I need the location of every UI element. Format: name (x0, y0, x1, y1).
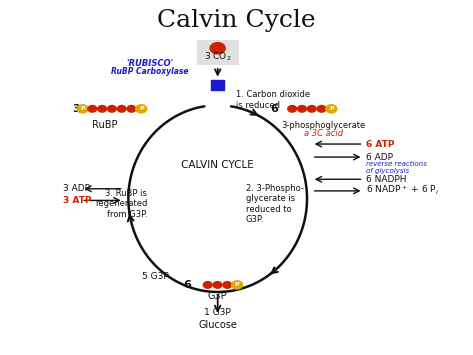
Circle shape (232, 281, 243, 289)
FancyBboxPatch shape (196, 40, 239, 65)
Circle shape (107, 105, 116, 112)
Text: G3P: G3P (208, 291, 228, 301)
Text: 6 ATP: 6 ATP (366, 140, 394, 148)
Text: reverse reactions
of glycolysis: reverse reactions of glycolysis (366, 161, 427, 174)
Text: CALVIN CYCLE: CALVIN CYCLE (181, 160, 254, 170)
Circle shape (213, 282, 222, 288)
Text: 3-phosphoglycerate: 3-phosphoglycerate (281, 121, 366, 130)
Text: RuBP Carboxylase: RuBP Carboxylase (111, 67, 188, 76)
Text: RuBP: RuBP (92, 120, 118, 130)
Text: 1 G3P: 1 G3P (204, 307, 231, 317)
Text: 3 ATP: 3 ATP (62, 196, 91, 205)
Circle shape (223, 282, 232, 288)
Text: 3: 3 (73, 104, 80, 114)
Text: a 3C acid: a 3C acid (304, 129, 343, 138)
Text: Glucose: Glucose (198, 320, 237, 330)
Text: P: P (80, 106, 85, 111)
Circle shape (77, 105, 88, 113)
Circle shape (136, 105, 147, 113)
Text: 1. Carbon dioxide
is reduced: 1. Carbon dioxide is reduced (236, 90, 311, 110)
Circle shape (298, 105, 307, 112)
Circle shape (326, 105, 337, 113)
Text: 6 NADPH: 6 NADPH (366, 175, 406, 184)
Circle shape (117, 105, 126, 112)
Text: 6 ADP: 6 ADP (366, 153, 393, 162)
Text: 3 ADP: 3 ADP (62, 184, 89, 193)
Circle shape (203, 282, 212, 288)
Circle shape (288, 105, 297, 112)
Circle shape (98, 105, 106, 112)
Text: P: P (139, 106, 143, 111)
Circle shape (317, 105, 326, 112)
Text: P: P (235, 283, 239, 288)
Text: P: P (329, 106, 333, 111)
Text: 'RUBISCO': 'RUBISCO' (126, 59, 173, 68)
Text: 2. 3-Phospho-
glycerate is
reduced to
G3P.: 2. 3-Phospho- glycerate is reduced to G3… (246, 184, 304, 224)
Bar (211, 80, 224, 90)
Text: 5 G3P: 5 G3P (141, 272, 168, 281)
Text: 6: 6 (270, 104, 278, 114)
Circle shape (88, 105, 97, 112)
Circle shape (210, 43, 225, 54)
Text: 6: 6 (183, 280, 191, 290)
Circle shape (127, 105, 136, 112)
Text: 3 CO$_2$: 3 CO$_2$ (204, 50, 231, 63)
Text: Calvin Cycle: Calvin Cycle (157, 9, 316, 32)
Text: 3. RuBP is
regenerated
from G3P.: 3. RuBP is regenerated from G3P. (95, 189, 147, 219)
Text: 6 NADP$^+$ + 6 P$_i$: 6 NADP$^+$ + 6 P$_i$ (366, 184, 439, 197)
Circle shape (307, 105, 316, 112)
